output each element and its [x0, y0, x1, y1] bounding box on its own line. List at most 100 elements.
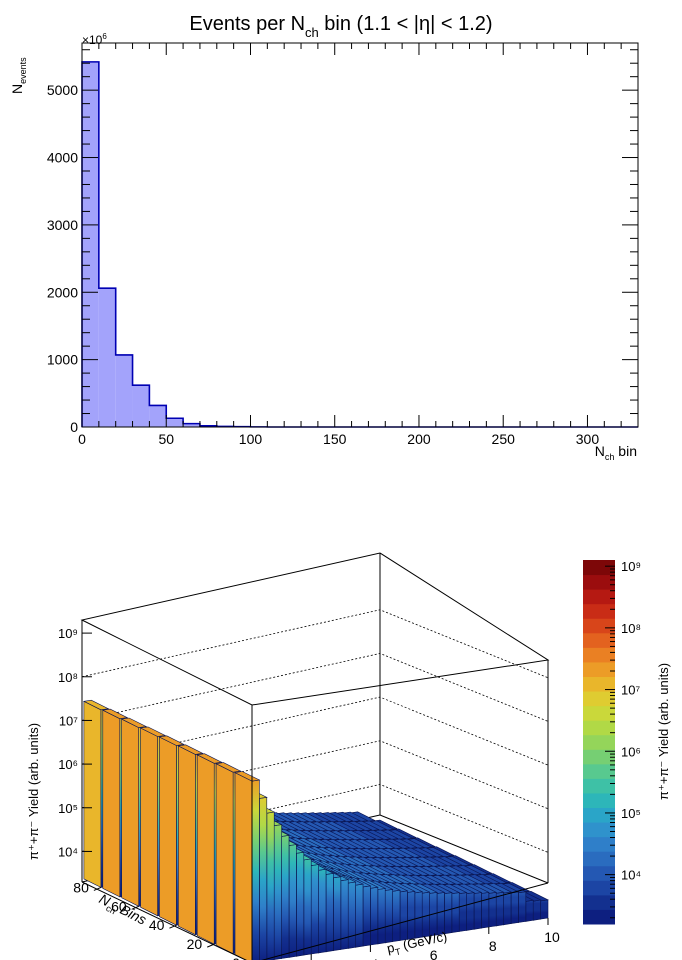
colorbar-tick-label: 10⁶ [621, 744, 641, 759]
x-tick-label: 0 [78, 431, 86, 447]
lego-bar-side [159, 736, 177, 926]
z-tick-label: 10⁷ [59, 713, 78, 728]
colorbar-segment [583, 836, 615, 852]
y-tick-label: 2000 [47, 284, 78, 300]
z-tick-label: 10⁵ [58, 801, 78, 816]
lego-bar-front [310, 864, 319, 955]
colorbar-segment [583, 749, 615, 765]
histogram-bar [149, 405, 167, 427]
colorbar-tick-label: 10⁹ [621, 559, 641, 574]
y-tick-label: 3000 [47, 217, 78, 233]
nch-tick [207, 943, 215, 948]
lego-bar-side [234, 772, 253, 960]
lego-bar-side [83, 700, 102, 888]
lego-bar-front [399, 890, 408, 941]
x-axis-label: Nch bin [595, 443, 637, 462]
lego-bar-top [234, 771, 261, 782]
lego-bar-front [392, 889, 401, 942]
lego-bar-front [355, 883, 364, 948]
colorbar-tick-label: 10⁸ [621, 621, 641, 636]
lego-bar-top [177, 744, 204, 755]
colorbar-segment [583, 720, 615, 736]
lego-bar-top [82, 699, 110, 711]
nch-tick-label: 80 [73, 879, 89, 895]
lego-bar-front [421, 891, 430, 938]
z-axis-label: π⁺+π⁻ Yield (arb. units) [26, 723, 41, 860]
colorbar-tick-label: 10⁴ [621, 868, 641, 883]
colorbar-segment [583, 880, 615, 896]
histogram-bar [98, 288, 116, 427]
colorbar-segment [583, 676, 615, 692]
lego-bar-front [370, 886, 379, 946]
nch-tick-label: 20 [187, 936, 203, 952]
y-tick-label: 1000 [47, 352, 78, 368]
colorbar-segment [583, 661, 615, 677]
colorbar-segment [583, 822, 615, 838]
colorbar-tick-label: 10⁵ [621, 806, 641, 821]
colorbar-segment [583, 589, 615, 605]
histogram-bar [183, 423, 200, 427]
x-tick-label: 50 [158, 431, 174, 447]
lego-bar-side [178, 745, 196, 936]
histogram-outline [81, 61, 638, 428]
colorbar-segment [583, 807, 615, 823]
pt-tick-label: 8 [489, 938, 497, 954]
frame-front-right-bottom [261, 882, 549, 960]
plot-frame [81, 42, 639, 428]
colorbar-tick-label: 10⁷ [621, 683, 640, 698]
pt-tick-label: 10 [544, 929, 560, 945]
colorbar-segment [583, 865, 615, 881]
x-tick-label: 300 [576, 431, 600, 447]
lego-bar-side [140, 727, 158, 917]
z-tick-label: 10⁹ [58, 626, 78, 641]
lego-bar-front [273, 824, 282, 960]
lego-bar-top [158, 735, 185, 746]
colorbar-label: π⁺+π⁻ Yield (arb. units) [656, 663, 671, 800]
lego-bar-front [303, 858, 312, 956]
lego-bar-front [377, 888, 386, 945]
lego-bar-front [495, 891, 504, 927]
colorbar-segment [583, 647, 615, 663]
y-tick-label: 4000 [47, 150, 78, 166]
nch-tick [131, 905, 139, 910]
lego-bar-front [481, 892, 490, 929]
lego-bar-front [458, 892, 467, 932]
colorbar-segment [583, 632, 615, 648]
nch-tick [169, 924, 177, 929]
colorbar-segment [583, 691, 615, 707]
colorbar-segment [583, 705, 615, 721]
lego-bar-front [347, 881, 356, 949]
colorbar-segment [583, 909, 615, 925]
colorbar-segment [583, 792, 615, 809]
pt-tick-label: 6 [430, 947, 438, 960]
nch-tick-label: 0 [232, 955, 240, 960]
frame-front-left-bottom [81, 881, 247, 960]
lego-bar-top [196, 753, 223, 764]
lego-bar-front [532, 899, 541, 921]
lego-bar-front [540, 899, 549, 920]
lego-bar-front [510, 891, 519, 924]
lego-bar-front [281, 834, 290, 959]
colorbar-segment [583, 618, 615, 634]
lego-bar-top [215, 762, 242, 773]
frame-back-right-bottom [379, 814, 549, 884]
frame-top [80, 552, 550, 706]
y-tick-label: 0 [70, 419, 78, 435]
x-tick-label: 150 [323, 431, 347, 447]
lego-bar-front [259, 796, 268, 960]
events-histogram: Events per Nch bin (1.1 < |η| < 1.2) 0 50 1… [9, 13, 639, 462]
lego-bar-side [121, 718, 139, 907]
lego-bar-side [102, 709, 121, 898]
z-tick-label: 10⁶ [58, 757, 78, 772]
lego-bar-front [266, 811, 275, 960]
x-tick-label: 200 [407, 431, 431, 447]
lego-bar-top [101, 708, 129, 720]
nch-tick [93, 886, 102, 891]
y-axis-label: Nevents [9, 57, 28, 94]
y-axis-multiplier: ×106 [82, 32, 107, 47]
lego-bar-front [362, 885, 371, 947]
nch-tick-label: 60 [111, 898, 127, 914]
lego-bar-front [444, 892, 453, 935]
lego-bar-front [384, 889, 393, 944]
colorbar-segment [583, 763, 615, 779]
